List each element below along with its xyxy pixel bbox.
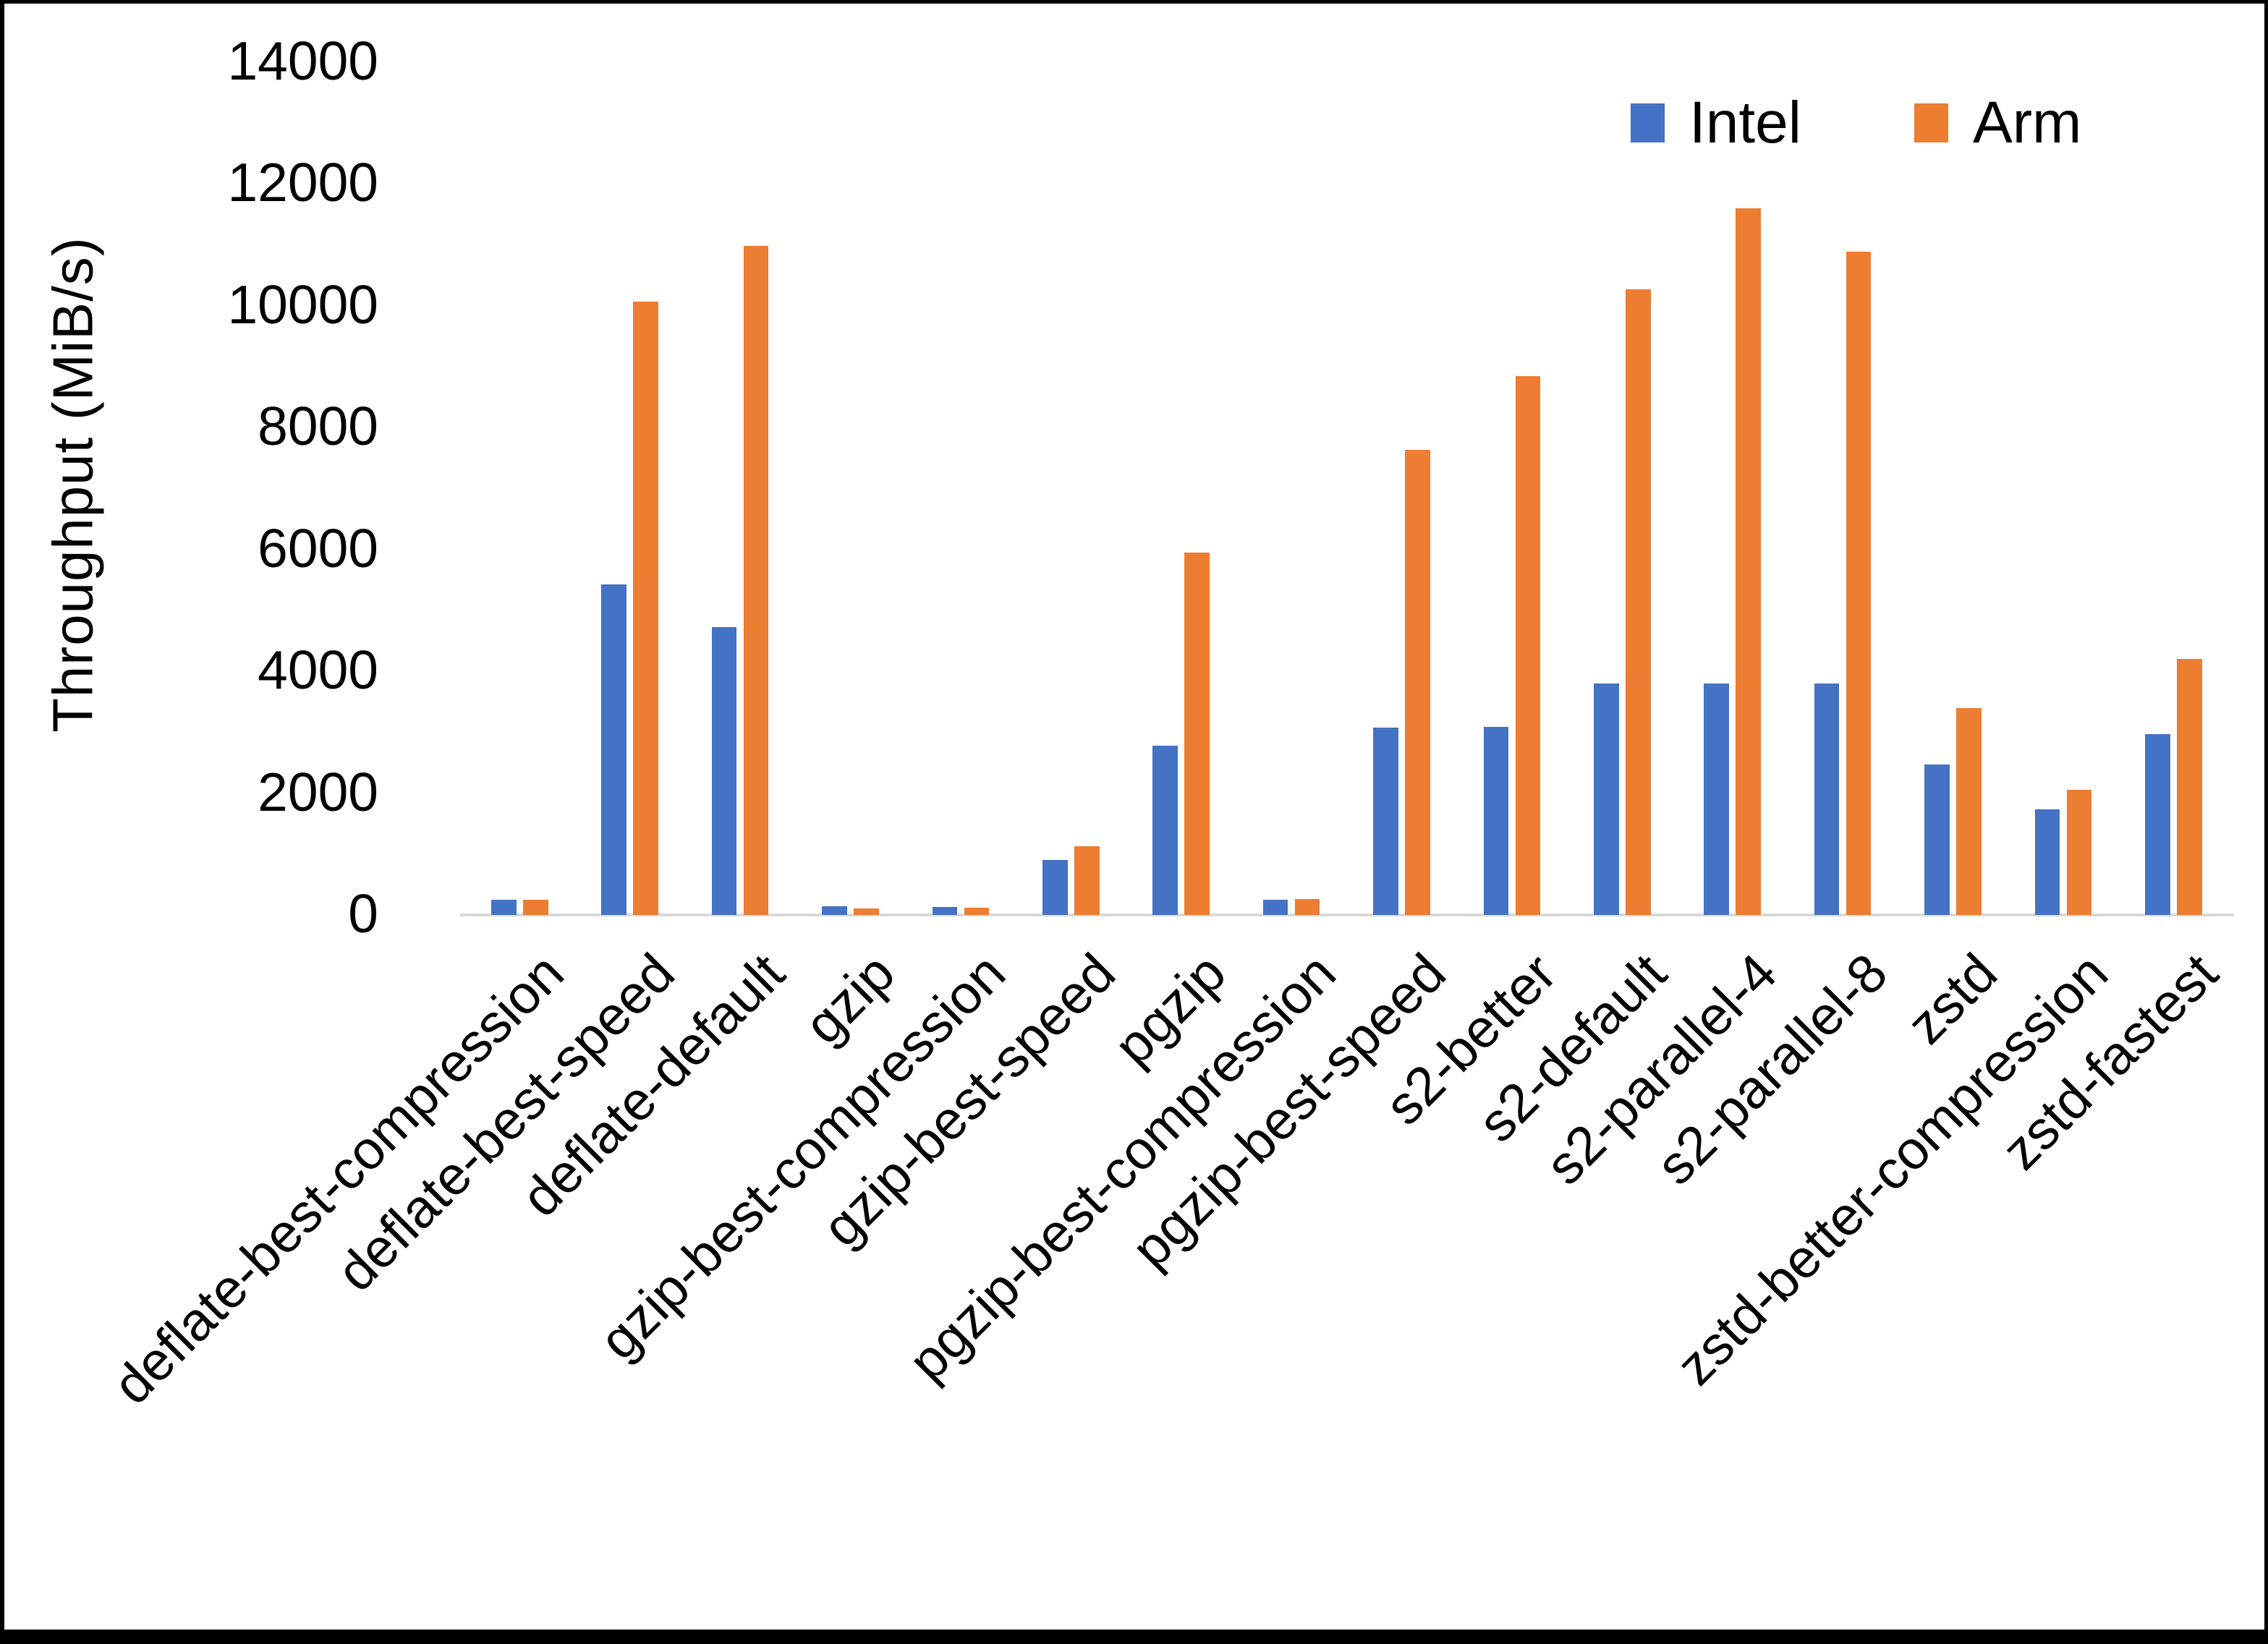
bar-intel-pgzip [1152,745,1178,915]
y-tick-label-0: 0 [348,883,378,944]
bar-arm-zstd [1956,707,1982,915]
bar-intel-deflate-best-speed [601,584,627,915]
bar-intel-deflate-default [711,627,737,915]
y-tick-label-14000: 14000 [227,30,378,91]
bar-arm-gzip-best-compression [964,907,990,915]
bar-intel-zstd-fastest [2145,733,2170,915]
legend-swatch-arm [1914,103,1948,142]
y-tick-label-2000: 2000 [258,761,378,822]
bar-intel-s2-parallel-8 [1814,683,1840,915]
y-tick-label-12000: 12000 [227,152,378,213]
legend-item-intel: Intel [1631,89,1888,157]
bar-intel-pgzip-best-compression [1262,899,1288,915]
legend-item-arm: Arm [1914,89,2168,157]
bar-intel-gzip-best-compression [932,907,958,915]
legend-label-intel: Intel [1689,90,1801,156]
bar-arm-s2-better [1515,376,1541,915]
y-axis-title: Throughput (MiB/s) [41,237,105,733]
legend-swatch-intel [1631,103,1665,142]
bar-intel-pgzip-best-speed [1373,727,1398,915]
bar-arm-s2-default [1626,289,1651,915]
bar-arm-pgzip-best-compression [1294,899,1320,915]
bar-arm-s2-parallel-8 [1846,251,1872,915]
bar-intel-s2-default [1594,683,1619,915]
bar-arm-gzip [854,908,879,915]
y-tick-label-8000: 8000 [258,396,378,456]
y-tick-label-6000: 6000 [258,517,378,579]
bar-intel-s2-parallel-4 [1704,683,1729,915]
legend-label-arm: Arm [1973,90,2082,156]
bar-arm-deflate-best-speed [633,302,658,915]
bottom-border [4,1630,2264,1644]
bar-intel-zstd [1924,764,1950,915]
y-tick-label-10000: 10000 [227,273,378,335]
bar-arm-zstd-better-compression [2066,790,2092,915]
bar-intel-deflate-best-compression [491,899,517,915]
bar-arm-pgzip-best-speed [1405,450,1430,915]
bar-arm-deflate-default [743,245,769,915]
bar-arm-pgzip [1184,552,1210,915]
bar-arm-gzip-best-speed [1074,846,1100,915]
legend: Intel Arm [1631,89,2168,157]
bar-intel-zstd-better-compression [2034,809,2060,915]
bar-arm-zstd-fastest [2177,659,2202,915]
bar-intel-s2-better [1483,726,1509,915]
x-category-label-deflate-best-compression: deflate-best-compression [101,942,576,1416]
bar-arm-s2-parallel-4 [1736,208,1761,915]
x-axis-line [460,913,2234,916]
bar-arm-deflate-best-compression [523,899,548,915]
y-tick-label-4000: 4000 [258,639,378,700]
bar-intel-gzip [822,906,847,915]
bar-intel-gzip-best-speed [1042,860,1068,915]
